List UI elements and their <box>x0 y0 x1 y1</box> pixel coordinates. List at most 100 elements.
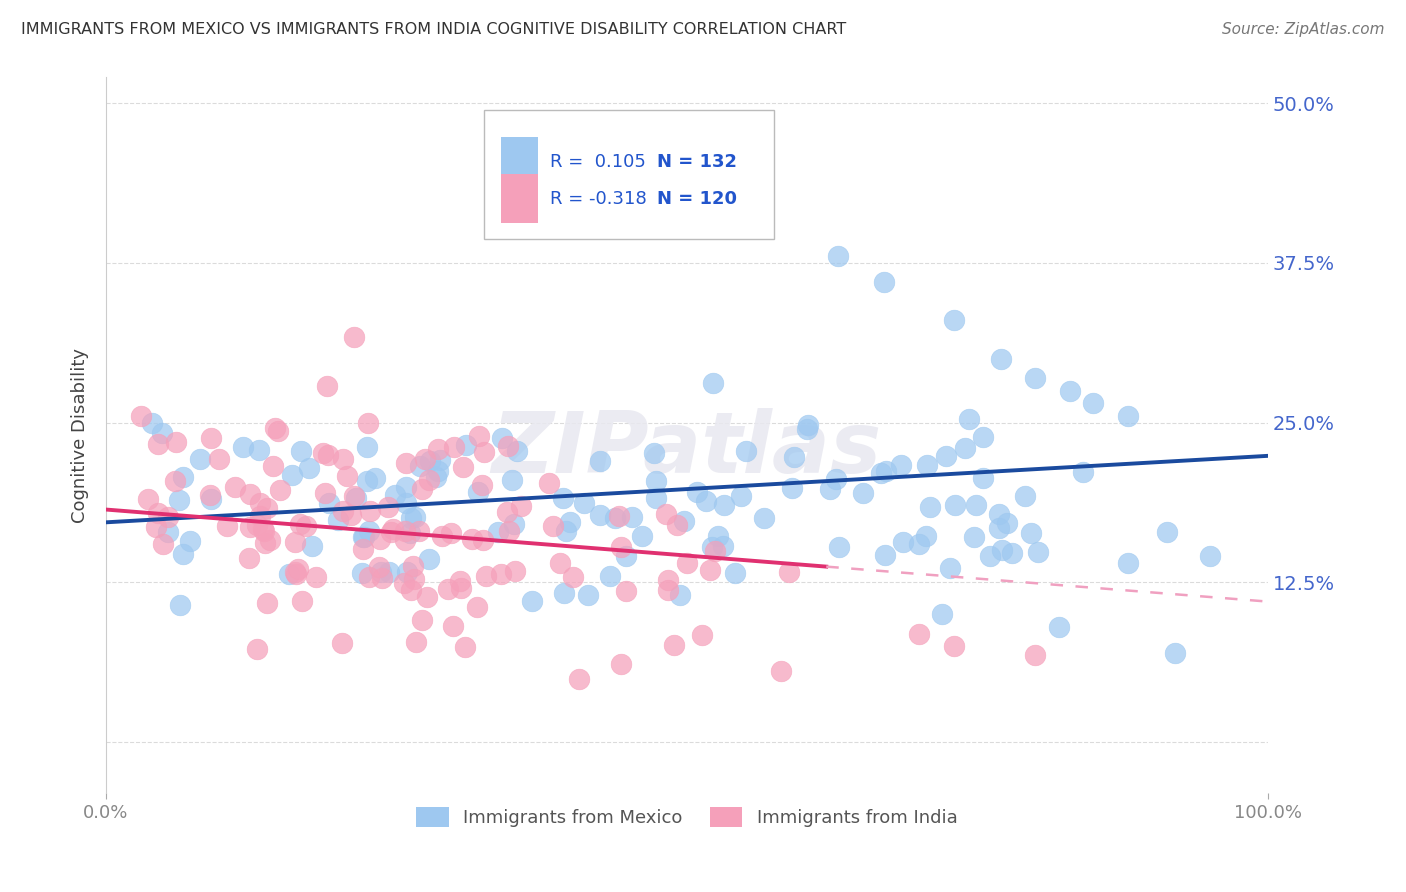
Point <box>165 434 187 449</box>
Point <box>152 537 174 551</box>
Point <box>754 511 776 525</box>
Point <box>419 454 441 468</box>
Point <box>430 529 453 543</box>
Point <box>249 496 271 510</box>
Point <box>395 566 418 580</box>
Text: N = 120: N = 120 <box>657 190 737 208</box>
Point <box>343 330 366 344</box>
Point <box>401 582 423 597</box>
Point <box>318 496 340 510</box>
Point <box>238 551 260 566</box>
Point <box>943 640 966 654</box>
Point <box>179 534 201 549</box>
Point <box>465 600 488 615</box>
Point <box>783 450 806 464</box>
Point <box>436 582 458 597</box>
Point <box>707 529 730 543</box>
Point <box>692 628 714 642</box>
Point <box>686 485 709 500</box>
Point <box>666 518 689 533</box>
Point <box>553 586 575 600</box>
Point <box>246 518 269 533</box>
Point <box>443 619 465 633</box>
Point <box>377 500 399 514</box>
Point <box>987 521 1010 535</box>
Point <box>827 249 849 263</box>
Point <box>200 431 222 445</box>
Point <box>655 508 678 522</box>
FancyBboxPatch shape <box>501 174 538 224</box>
Point <box>224 480 246 494</box>
Point <box>510 499 533 513</box>
Point <box>284 565 307 579</box>
Point <box>352 566 374 581</box>
Point <box>869 467 891 481</box>
Point <box>413 452 436 467</box>
Point <box>395 495 418 509</box>
Text: N = 132: N = 132 <box>657 153 737 170</box>
Point <box>915 458 938 472</box>
Point <box>405 635 427 649</box>
Point <box>963 530 986 544</box>
Point <box>1047 620 1070 634</box>
Point <box>657 582 679 597</box>
Point <box>541 519 564 533</box>
Point <box>364 471 387 485</box>
Point <box>157 525 180 540</box>
Point <box>359 504 381 518</box>
Point <box>411 613 433 627</box>
Point <box>188 451 211 466</box>
Point <box>979 549 1001 563</box>
Point <box>256 500 278 515</box>
Text: R = -0.318: R = -0.318 <box>550 190 647 208</box>
Point <box>208 451 231 466</box>
Point <box>380 524 402 539</box>
Point <box>409 458 432 473</box>
Point <box>232 440 254 454</box>
Point <box>395 456 418 470</box>
Point <box>1024 371 1046 385</box>
Point <box>918 500 941 514</box>
Point <box>156 510 179 524</box>
Point <box>599 568 621 582</box>
Point <box>367 560 389 574</box>
Point <box>1026 545 1049 559</box>
Point <box>711 539 734 553</box>
Point <box>730 489 752 503</box>
Point <box>891 534 914 549</box>
Point <box>468 429 491 443</box>
Point <box>467 485 489 500</box>
Point <box>357 417 380 431</box>
Point <box>501 473 523 487</box>
Point <box>1071 465 1094 479</box>
Point <box>953 441 976 455</box>
Point <box>498 524 520 538</box>
Point <box>875 465 897 479</box>
Point <box>316 448 339 462</box>
Point <box>538 475 561 490</box>
Point <box>873 549 896 563</box>
Point <box>990 543 1012 558</box>
Point <box>914 528 936 542</box>
Point <box>550 556 572 570</box>
Point <box>285 566 308 581</box>
Point <box>314 486 336 500</box>
Point <box>148 507 170 521</box>
Point <box>146 437 169 451</box>
Point <box>938 561 960 575</box>
Point <box>200 492 222 507</box>
Point <box>797 417 820 432</box>
Point <box>402 572 425 586</box>
Point <box>343 489 366 503</box>
Point <box>724 566 747 580</box>
Point <box>172 547 194 561</box>
Point <box>357 524 380 539</box>
Point <box>426 463 449 477</box>
Point <box>908 626 931 640</box>
Point <box>995 516 1018 530</box>
Point <box>820 482 842 496</box>
Point <box>418 473 440 487</box>
Point <box>957 412 980 426</box>
Point <box>828 541 851 555</box>
Point <box>330 635 353 649</box>
